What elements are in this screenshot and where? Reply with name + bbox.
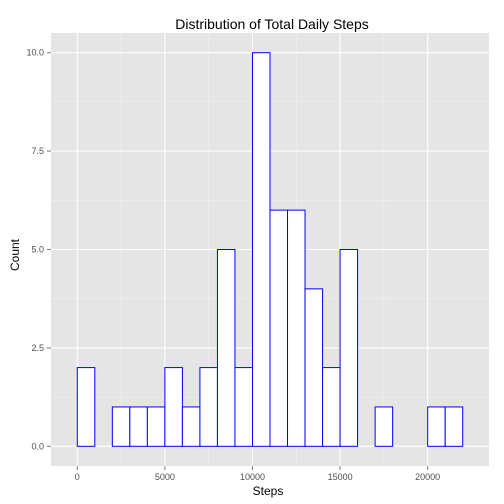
histogram-bar (251, 52, 271, 447)
y-tick-label: 5.0 (31, 245, 44, 255)
histogram-bar (339, 249, 359, 447)
x-tick-label: 0 (75, 472, 80, 482)
y-tick-label: 0.0 (31, 441, 44, 451)
histogram-bar (322, 367, 341, 447)
histogram-bar (234, 367, 253, 447)
y-tick-label: 2.5 (31, 343, 44, 353)
x-axis-title: Steps (253, 484, 284, 498)
y-tick-label: 10.0 (26, 48, 44, 58)
histogram-bar (269, 209, 289, 447)
histogram-bar (164, 367, 183, 447)
y-axis-ticks: 0.0 2.5 5.0 7.5 10.0 (26, 48, 51, 451)
histogram-bar (129, 406, 148, 447)
histogram-bar (287, 209, 306, 447)
x-tick-label: 10000 (240, 472, 265, 482)
x-tick-label: 20000 (415, 472, 440, 482)
histogram-bar (427, 406, 446, 447)
histogram-bar (304, 288, 324, 447)
histogram-bar (111, 406, 131, 447)
histogram-bar (374, 406, 394, 447)
x-tick-label: 5000 (155, 472, 175, 482)
histogram-bar (76, 367, 96, 447)
histogram-bar (444, 406, 464, 447)
y-axis-title: Count (8, 238, 22, 271)
x-axis-ticks: 0 5000 10000 15000 20000 (75, 466, 440, 482)
histogram-bar (216, 249, 236, 447)
x-tick-label: 15000 (328, 472, 353, 482)
histogram-bar (181, 406, 201, 447)
chart-title: Distribution of Total Daily Steps (175, 16, 369, 32)
histogram-bars (76, 52, 464, 447)
histogram-bar (146, 406, 166, 447)
histogram-bar (199, 367, 218, 447)
y-tick-label: 7.5 (31, 146, 44, 156)
